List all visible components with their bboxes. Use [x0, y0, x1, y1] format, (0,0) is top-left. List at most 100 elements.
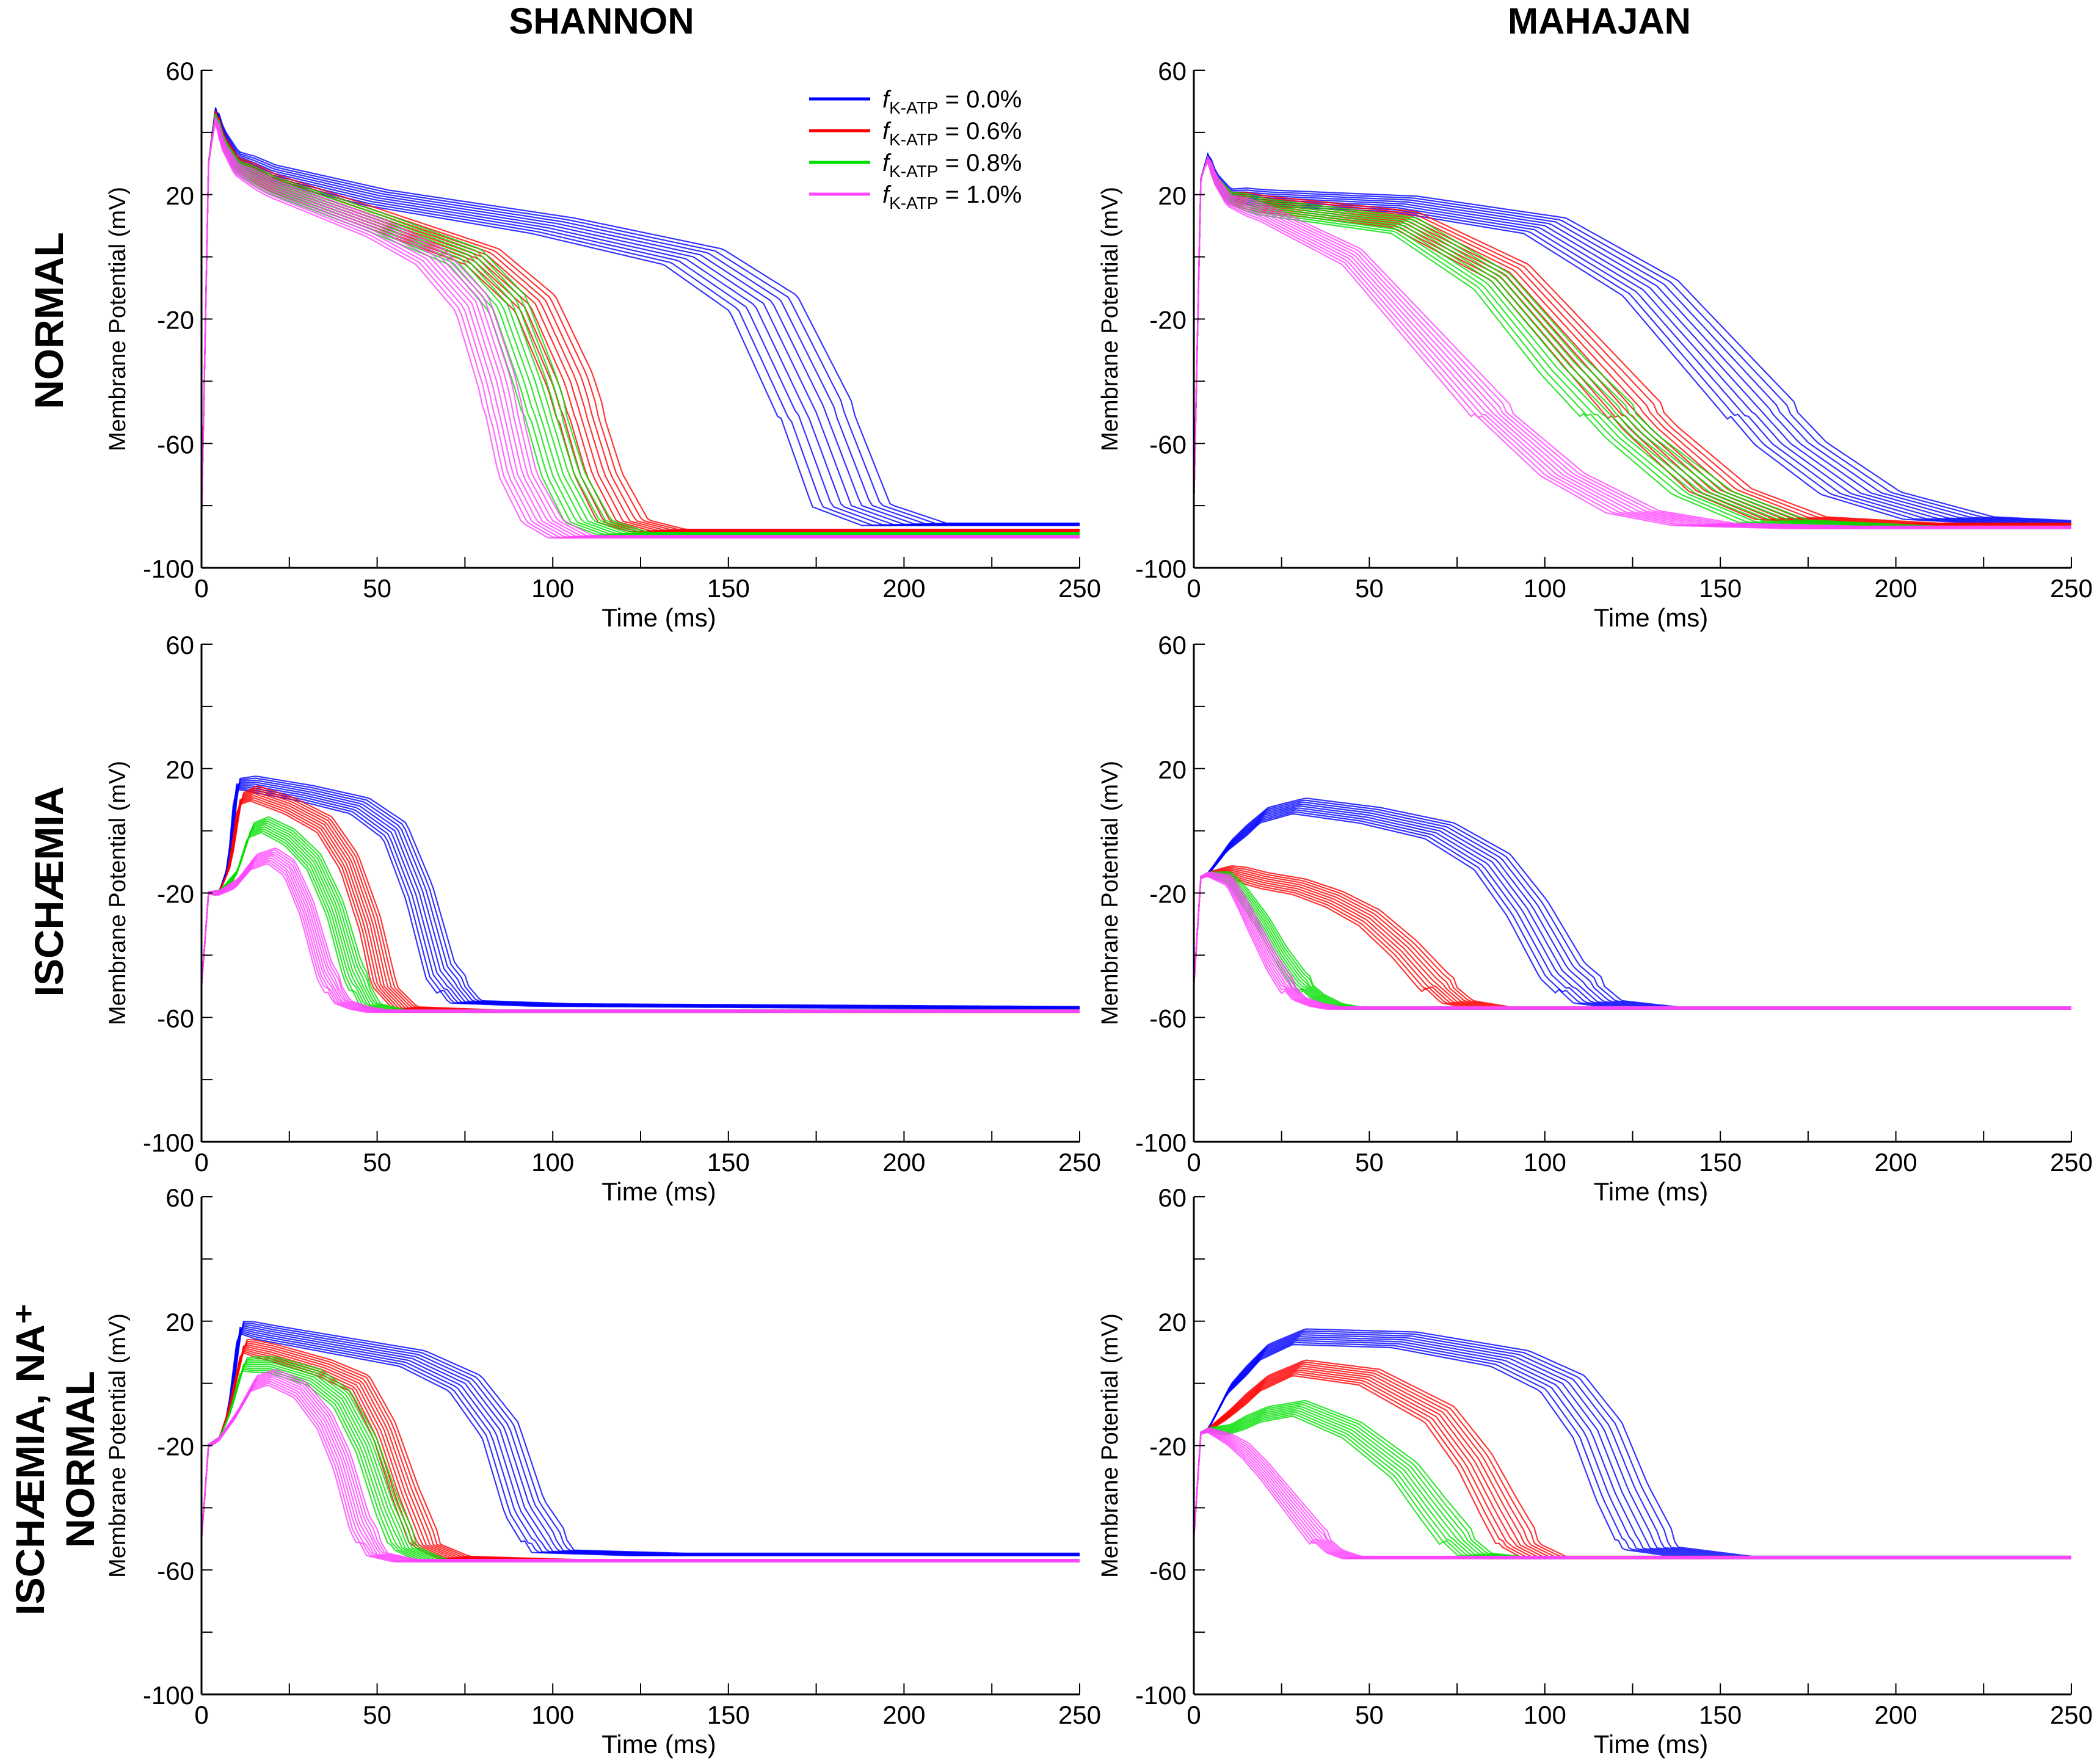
series-2-trace [200, 114, 1080, 535]
series-0-bundle [200, 107, 1080, 526]
series-2-trace [1193, 873, 2071, 1009]
x-tick-label: 150 [707, 1148, 750, 1177]
x-tick-label: 100 [1524, 1148, 1566, 1177]
x-tick-label: 0 [194, 574, 208, 603]
series-0-trace [1193, 152, 2072, 524]
series-2-bundle [200, 816, 1080, 1014]
x-tick-label: 200 [1875, 1700, 1917, 1729]
legend-label: fK-ATP = 0.8% [882, 150, 1022, 181]
y-tick-label: -20 [157, 1432, 194, 1461]
x-tick-label: 0 [1187, 1148, 1201, 1177]
series-2-trace [200, 822, 1080, 1012]
series-3-trace [1193, 871, 2071, 1008]
y-tick-label: -60 [1149, 430, 1187, 459]
y-tick-label: -60 [157, 1004, 194, 1033]
x-tick-label: 150 [1699, 574, 1742, 603]
x-axis-label: Time (ms) [601, 603, 716, 632]
series-1-trace [1193, 868, 2071, 1009]
y-tick-label: 60 [1158, 1183, 1187, 1212]
series-2-bundle [200, 112, 1080, 536]
panel-4: -100 -60 -20 20 60 0 50 100 150 200 250 Time (ms) Me… [105, 1183, 1101, 1759]
y-tick-label: -20 [157, 306, 194, 335]
x-tick-label: 50 [363, 1148, 391, 1177]
series-1-trace [1193, 874, 2071, 1010]
series-1-trace [200, 793, 1080, 1012]
x-tick-label: 0 [1187, 574, 1201, 603]
series-0-trace [1193, 157, 2071, 526]
series-0-bundle [1193, 151, 2072, 526]
legend-label-subscript: K-ATP [889, 162, 938, 181]
series-3-bundle [1193, 871, 2071, 1011]
series-1-trace [1193, 156, 2071, 524]
x-tick-label: 200 [1875, 574, 1917, 603]
series-2-trace [200, 828, 1080, 1013]
series-1-trace [1193, 866, 2071, 1008]
series-2-trace [1193, 874, 2071, 1009]
series-3-trace [1193, 156, 2071, 528]
y-tick-label: -20 [1149, 880, 1187, 909]
series-1-trace [1193, 870, 2071, 1009]
y-tick-label: 20 [165, 755, 194, 784]
legend-label-value: = 1.0% [939, 181, 1022, 208]
y-tick-label: 20 [1158, 1308, 1187, 1337]
series-0-trace [1193, 813, 2071, 1011]
x-axis-label: Time (ms) [1594, 1177, 1708, 1206]
series-1-trace [1193, 158, 2071, 526]
series-1-trace [1193, 865, 2071, 1008]
series-2-trace [1193, 874, 2071, 1010]
series-0-trace [200, 109, 1080, 524]
column-title-shannon: SHANNON [509, 1, 694, 42]
series-3-trace [1193, 873, 2071, 1009]
series-3-trace [1193, 159, 2071, 529]
y-tick-label: -20 [1149, 1432, 1187, 1461]
y-tick-label: -100 [1135, 554, 1187, 583]
legend-label-subscript: K-ATP [889, 130, 938, 149]
y-tick-label: 20 [165, 1308, 194, 1337]
x-tick-label: 0 [194, 1700, 208, 1729]
panel-3: -100 -60 -20 20 60 0 50 100 150 200 250 Time (ms) Me… [1097, 631, 2093, 1206]
series-3-trace [200, 1381, 1080, 1562]
series-3-trace [1193, 874, 2071, 1009]
y-tick-label: 20 [165, 181, 194, 210]
series-3-bundle [1193, 1428, 2071, 1559]
y-axis-label: Membrane Potential (mV) [1097, 187, 1123, 451]
x-tick-label: 150 [707, 574, 750, 603]
series-0-trace [200, 1332, 1080, 1556]
x-tick-label: 250 [2050, 1148, 2093, 1177]
series-3-bundle [200, 847, 1080, 1014]
series-2-trace [200, 1365, 1080, 1562]
series-3-trace [200, 1384, 1080, 1563]
x-axis-label: Time (ms) [601, 1177, 716, 1206]
series-0-bundle [200, 1320, 1080, 1556]
series-2-trace [200, 116, 1080, 535]
y-tick-label: -100 [143, 1128, 194, 1157]
x-tick-label: 200 [1875, 1148, 1917, 1177]
series-2-trace [200, 1356, 1080, 1561]
y-axis-label: Membrane Potential (mV) [105, 1313, 131, 1578]
legend-label: fK-ATP = 0.0% [882, 86, 1022, 117]
series-0-trace [1193, 1334, 2071, 1558]
series-0-trace [1193, 1341, 2071, 1559]
x-tick-label: 200 [882, 574, 925, 603]
y-tick-label: 60 [165, 631, 194, 659]
y-tick-label: 60 [1158, 57, 1187, 85]
y-tick-label: -20 [157, 880, 194, 909]
series-0-trace [1193, 154, 2071, 526]
y-tick-label: -100 [1135, 1681, 1187, 1710]
series-1-bundle [200, 1338, 1080, 1563]
x-tick-label: 100 [531, 574, 574, 603]
y-axis-label: Membrane Potential (mV) [105, 187, 131, 451]
series-0-trace [1193, 809, 2071, 1010]
series-0-trace [200, 1322, 1080, 1555]
series-0-trace [200, 1320, 1080, 1554]
y-tick-label: -100 [1135, 1128, 1187, 1157]
x-axis-label: Time (ms) [1594, 603, 1708, 632]
series-1-bundle [1193, 865, 2071, 1011]
series-1-trace [1193, 1375, 2071, 1559]
x-tick-label: 250 [2050, 1700, 2093, 1729]
x-tick-label: 250 [1058, 1700, 1101, 1729]
series-0-trace [1193, 797, 2071, 1008]
y-tick-label: -60 [1149, 1556, 1187, 1585]
